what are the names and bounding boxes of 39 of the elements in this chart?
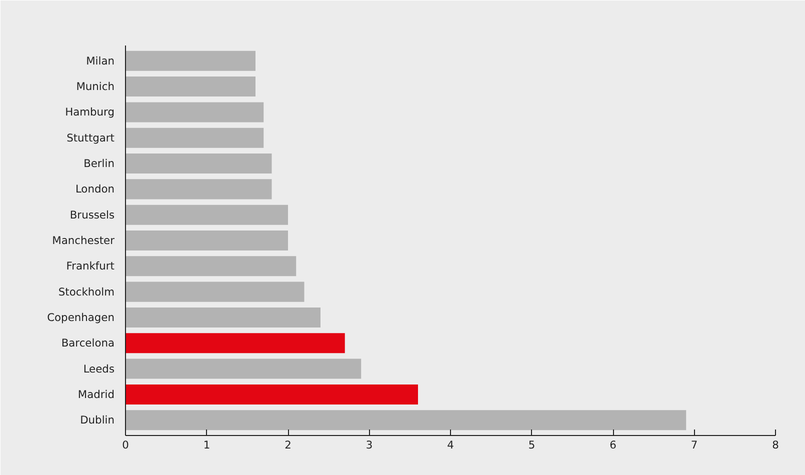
y-tick-label: Frankfurt: [66, 260, 115, 273]
y-tick-label: Barcelona: [61, 336, 115, 350]
bar: [126, 154, 272, 174]
bar: [126, 256, 296, 276]
y-tick-label: Dublin: [80, 414, 115, 427]
y-tick-label: Hamburg: [65, 106, 115, 119]
x-tick-label: 7: [690, 438, 698, 452]
y-tick-label: Munich: [76, 80, 115, 94]
y-tick-label: Madrid: [78, 388, 115, 401]
x-tick-label: 5: [528, 438, 536, 452]
y-tick-label: Copenhagen: [47, 310, 115, 324]
y-tick-label: Brussels: [70, 208, 115, 222]
x-tick-label: 6: [610, 438, 617, 452]
bar: [126, 358, 362, 379]
x-tick-label: 4: [447, 438, 454, 452]
bar: [126, 204, 288, 225]
bar: [126, 128, 264, 148]
y-tick-label: London: [75, 182, 114, 196]
bar: [126, 230, 288, 251]
x-tick-label: 8: [772, 438, 780, 452]
bar: [126, 76, 256, 97]
y-tick-label: Stockholm: [58, 285, 115, 298]
bar: [126, 179, 272, 200]
x-tick-label: 1: [203, 438, 210, 452]
bar: [126, 307, 320, 328]
bar: [126, 282, 304, 302]
bar: [126, 410, 686, 430]
x-tick-label: 3: [366, 438, 373, 452]
y-tick-label: Manchester: [52, 234, 116, 247]
x-tick-label: 2: [284, 438, 292, 452]
bar: [126, 50, 256, 71]
y-tick-label: Stuttgart: [66, 131, 115, 144]
x-tick-label: 0: [122, 438, 130, 452]
y-tick-label: Leeds: [83, 362, 115, 376]
y-tick-label: Berlin: [84, 157, 115, 170]
bar: [126, 333, 345, 354]
y-tick-label: Milan: [86, 54, 115, 68]
bar: [126, 102, 264, 122]
bar: [126, 384, 418, 404]
